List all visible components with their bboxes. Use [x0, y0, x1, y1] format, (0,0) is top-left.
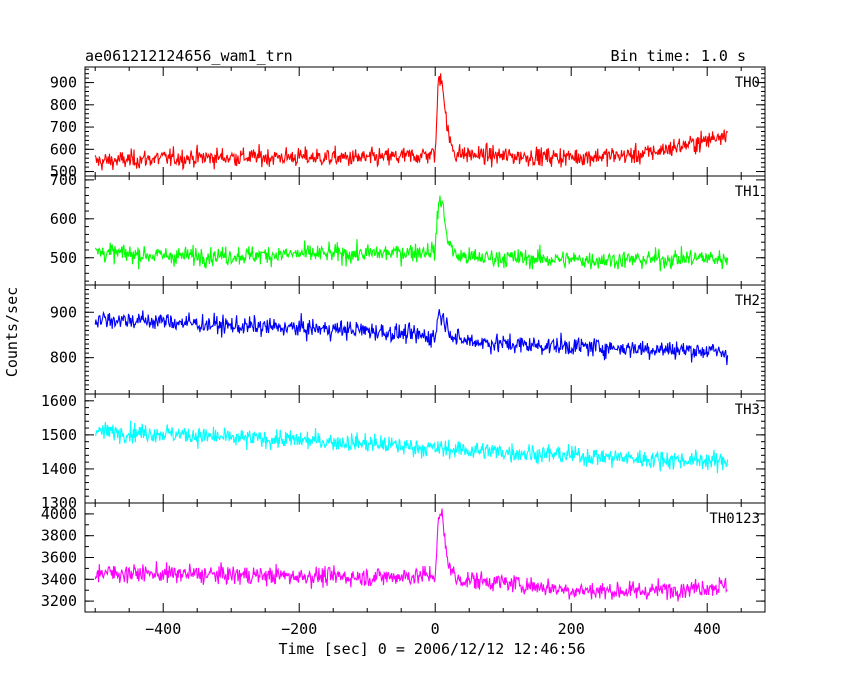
panel-name: TH2 [735, 293, 760, 309]
y-tick-label: 1300 [41, 494, 77, 512]
x-axis: −400 −200 0 200 400 [145, 620, 721, 638]
panel-th0123: 3200 3400 3600 3800 4000 TH0123 [41, 502, 766, 613]
y-tick-label: 3400 [41, 570, 77, 588]
series-th2 [94, 309, 729, 366]
panel-frame [84, 66, 766, 177]
x-tick-label: −200 [281, 620, 317, 638]
y-tick-label: 1600 [41, 392, 77, 410]
panel-name: TH0123 [709, 511, 760, 527]
panel-frame [84, 175, 766, 286]
panel-name: TH3 [735, 402, 760, 418]
panel-th2: 800 900 TH2 [50, 284, 766, 395]
y-tick-label: 700 [50, 171, 77, 189]
y-tick-label: 1400 [41, 460, 77, 478]
chart-title: ae061212124656_wam1_trn [85, 47, 293, 65]
y-tick-label: 800 [50, 96, 77, 114]
x-axis-label: Time [sec] 0 = 2006/12/12 12:46:56 [278, 640, 585, 658]
y-tick-label: 3600 [41, 549, 77, 567]
panel-th1: 500 600 700 TH1 [50, 171, 766, 286]
series-th3 [94, 420, 729, 474]
y-tick-label: 4000 [41, 505, 77, 523]
x-tick-label: 400 [694, 620, 721, 638]
y-tick-label: 900 [50, 74, 77, 92]
y-tick-label: 700 [50, 118, 77, 136]
y-tick-label: 500 [50, 163, 77, 181]
y-tick-label: 900 [50, 303, 77, 321]
y-tick-label: 600 [50, 210, 77, 228]
y-tick-label: 600 [50, 140, 77, 158]
panel-frame [84, 502, 766, 613]
x-tick-label: 0 [431, 620, 440, 638]
series-th0 [94, 73, 729, 171]
y-axis-label: Counts/sec [3, 287, 21, 377]
y-tick-label: 800 [50, 349, 77, 367]
panels: 500 600 700 800 900 TH0 500 600 700 TH1 800 900 TH2 1… [41, 66, 766, 613]
y-tick-label: 1500 [41, 426, 77, 444]
panel-th3: 1300 1400 1500 1600 TH3 [41, 392, 766, 512]
y-tick-label: 3200 [41, 592, 77, 610]
panel-name: TH0 [735, 75, 760, 91]
x-tick-label: 200 [558, 620, 585, 638]
bin-time-label: Bin time: 1.0 s [611, 47, 746, 65]
series-th0123 [94, 508, 728, 602]
panel-name: TH1 [735, 184, 760, 200]
y-tick-label: 3800 [41, 527, 77, 545]
x-tick-label: −400 [145, 620, 181, 638]
y-tick-label: 500 [50, 249, 77, 267]
panel-th0: 500 600 700 800 900 TH0 [50, 66, 766, 181]
series-th1 [94, 195, 729, 272]
